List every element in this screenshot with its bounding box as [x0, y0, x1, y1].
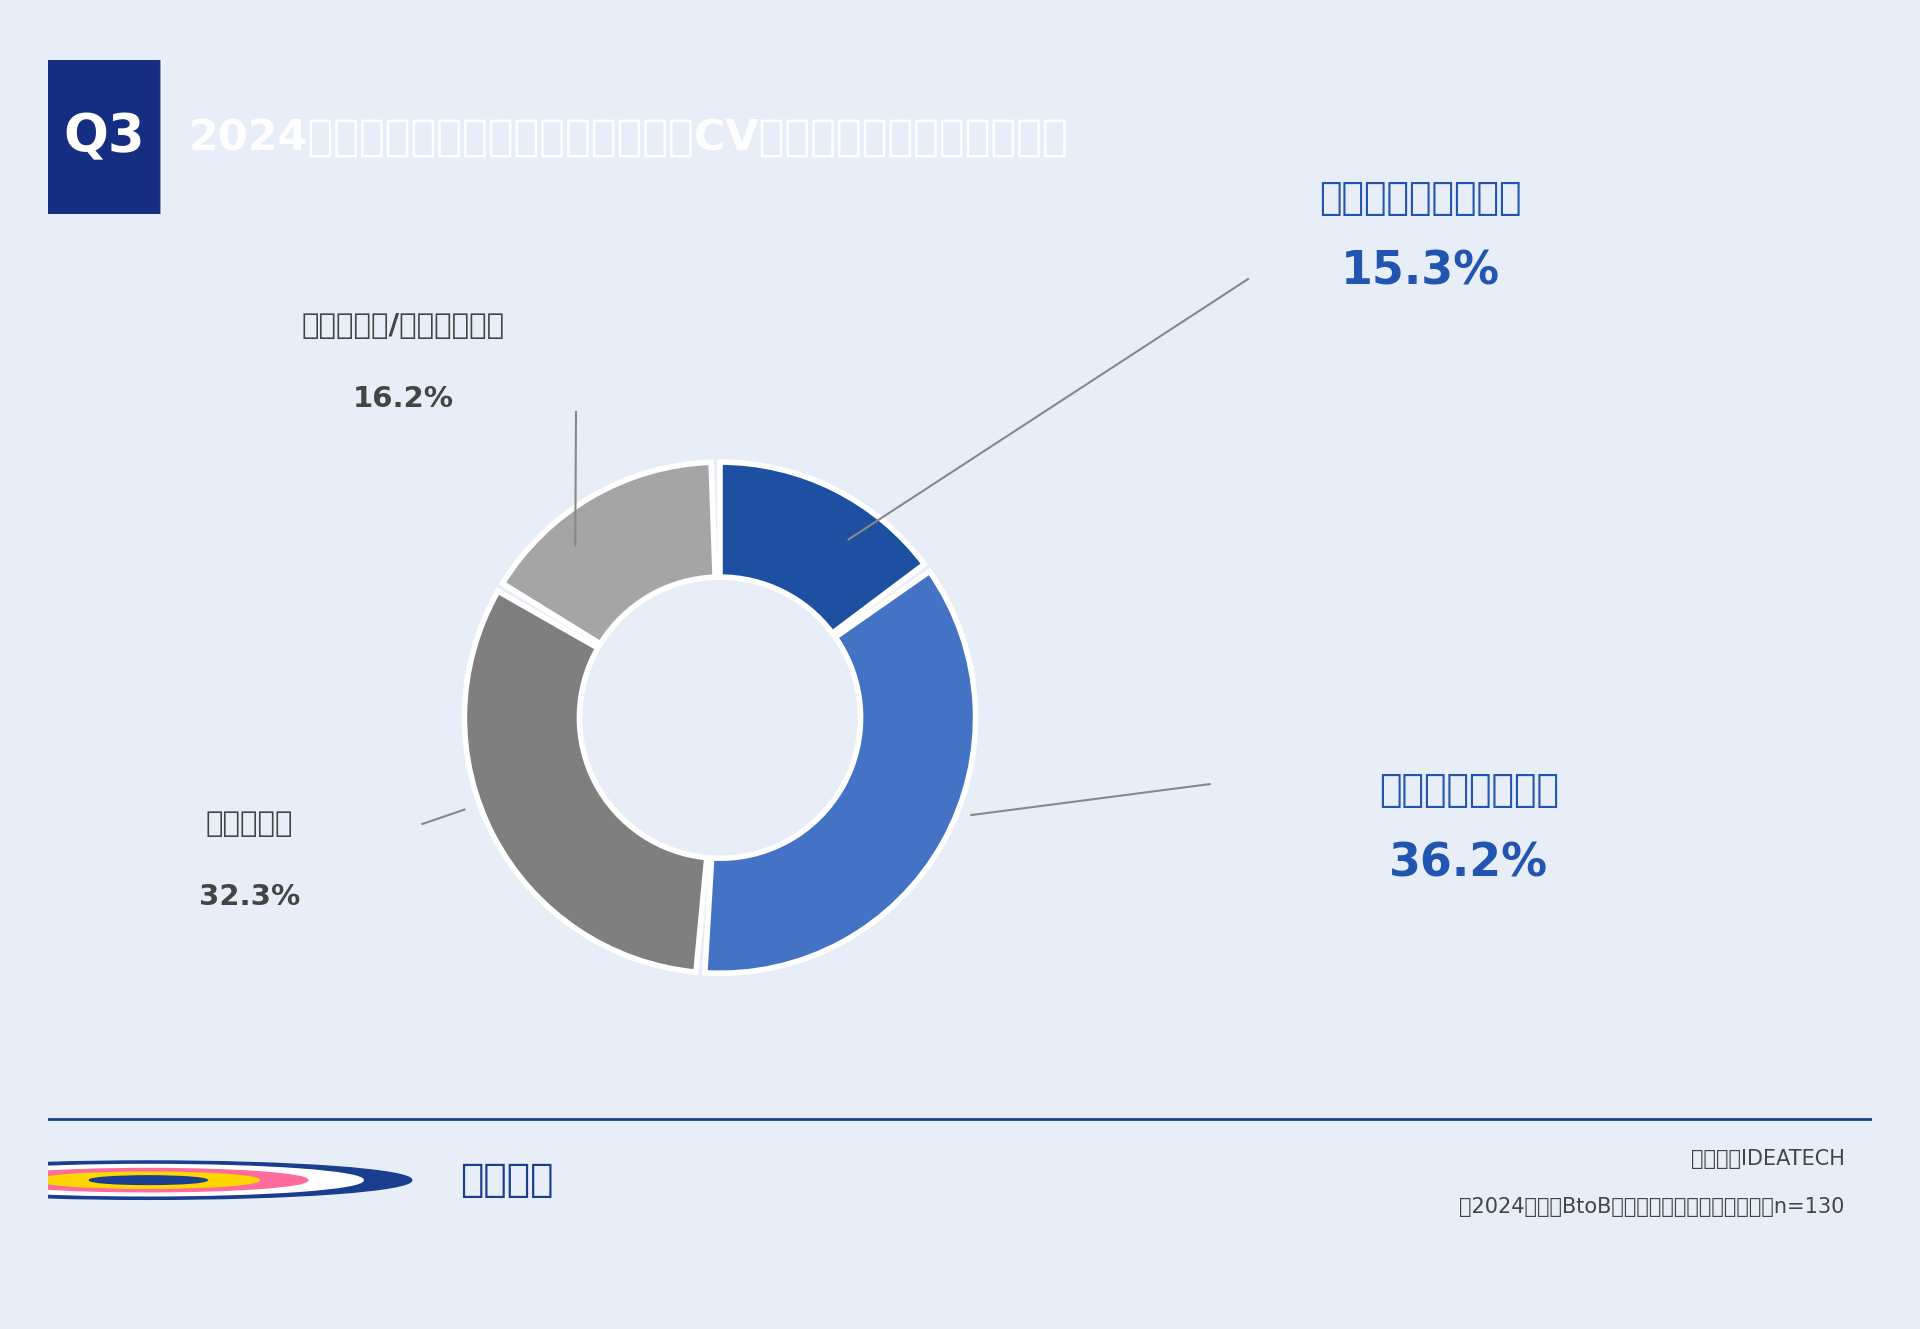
- Wedge shape: [465, 591, 707, 971]
- Text: 株式会社IDEATECH: 株式会社IDEATECH: [1692, 1148, 1845, 1170]
- Text: 15.3%: 15.3%: [1342, 250, 1500, 295]
- Text: Q3: Q3: [63, 112, 146, 163]
- Text: 36.2%: 36.2%: [1390, 841, 1548, 886]
- Wedge shape: [720, 462, 924, 633]
- Text: 未達である: 未達である: [205, 809, 294, 839]
- Text: わからない/答えられない: わからない/答えられない: [301, 311, 505, 340]
- Circle shape: [0, 1164, 363, 1196]
- Text: リサピー: リサピー: [461, 1162, 553, 1199]
- Text: 【2024年版】BtoB企業の広告施策の実態調査｜n=130: 【2024年版】BtoB企業の広告施策の実態調査｜n=130: [1459, 1196, 1845, 1217]
- Text: 16.2%: 16.2%: [353, 384, 453, 413]
- Wedge shape: [503, 462, 714, 643]
- Circle shape: [90, 1176, 207, 1184]
- Text: やや達成している: やや達成している: [1379, 772, 1559, 809]
- Circle shape: [36, 1172, 259, 1188]
- Text: 大幅に達成している: 大幅に達成している: [1319, 181, 1523, 218]
- Text: 32.3%: 32.3%: [200, 882, 300, 912]
- Circle shape: [0, 1168, 307, 1192]
- Text: 2024年の現在、広告施策において目標CV数を達成できていますか。: 2024年の現在、広告施策において目標CV数を達成できていますか。: [188, 116, 1068, 158]
- Circle shape: [0, 1162, 411, 1199]
- Wedge shape: [705, 571, 975, 973]
- Bar: [48, 60, 161, 214]
